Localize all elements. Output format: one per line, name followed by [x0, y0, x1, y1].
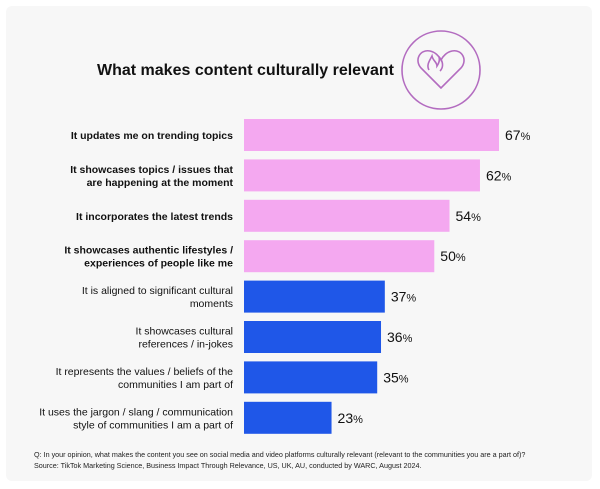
value-label-8: 23% — [338, 410, 364, 426]
bar-7 — [244, 361, 378, 394]
category-label-4: It showcases authentic lifestyles / exper… — [64, 245, 233, 270]
value-label-2: 62% — [486, 167, 512, 183]
bar-1 — [244, 119, 499, 151]
chart-title: What makes content culturally relevant — [97, 62, 395, 79]
category-label-5: It is aligned to significant cultural mom… — [82, 285, 233, 310]
value-label-5: 37% — [391, 289, 417, 305]
category-label-1: It updates me on trending topics — [71, 130, 233, 142]
bar-6 — [244, 321, 382, 353]
value-labels: 67% 62% 54% 50% 37% 36% 35% 23% — [338, 127, 531, 426]
value-label-7: 35% — [383, 369, 409, 385]
value-label-3: 54% — [456, 208, 482, 224]
bar-8 — [244, 401, 332, 434]
bar-4 — [244, 240, 435, 273]
bar-5 — [244, 280, 385, 313]
category-label-6: It showcases cultural references / in-jok… — [136, 326, 233, 351]
category-label-8: It uses the jargon / slang / communicati… — [39, 406, 233, 431]
heart-flame-icon — [401, 30, 481, 110]
bars-group — [244, 119, 499, 434]
value-label-4: 50% — [440, 248, 466, 264]
category-label-2: It showcases topics / issues that are hap… — [70, 164, 233, 189]
value-label-6: 36% — [387, 329, 413, 345]
source-footnote: Source: TikTok Marketing Science, Busine… — [34, 461, 422, 470]
bar-3 — [244, 199, 450, 232]
category-label-7: It represents the values / beliefs of th… — [56, 366, 234, 391]
category-label-3: It incorporates the latest trends — [76, 211, 233, 223]
question-footnote: Q: In your opinion, what makes the conte… — [34, 450, 526, 459]
value-label-1: 67% — [505, 127, 531, 143]
bar-2 — [244, 159, 480, 192]
category-labels: It updates me on trending topics It showc… — [39, 130, 233, 431]
